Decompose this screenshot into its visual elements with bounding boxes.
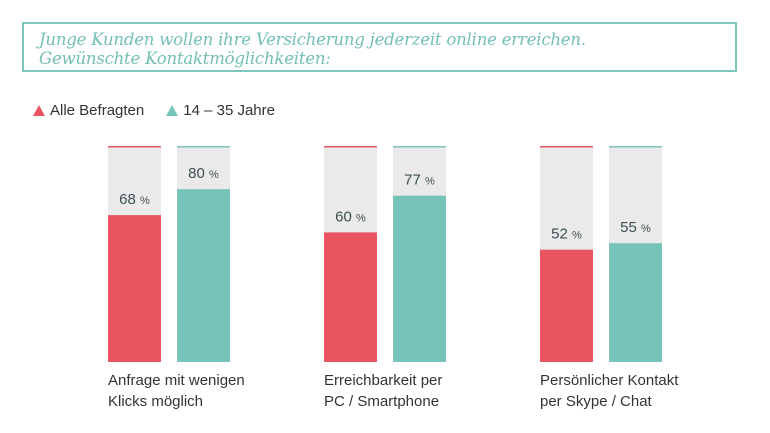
category-label-line: per Skype / Chat xyxy=(540,393,652,410)
bar-top-line xyxy=(324,146,377,148)
category-label-line: Anfrage mit wenigen xyxy=(108,372,245,389)
legend: Alle Befragten 14 – 35 Jahre xyxy=(33,102,297,119)
chart-title-line-1: Junge Kunden wollen ihre Versicherung je… xyxy=(39,30,586,49)
legend-item-young: 14 – 35 Jahre xyxy=(166,102,275,119)
bar-all xyxy=(540,249,593,362)
data-label: 55 % xyxy=(620,219,651,236)
triangle-icon xyxy=(166,105,179,116)
bar-young xyxy=(609,243,662,362)
category-label-line: Persönlicher Kontakt xyxy=(540,372,679,389)
bar-all xyxy=(324,232,377,362)
bar-top-line xyxy=(540,146,593,148)
bar-young xyxy=(177,189,230,362)
legend-label: Alle Befragten xyxy=(50,102,145,119)
category-label-line: Klicks möglich xyxy=(108,393,204,410)
data-label: 52 % xyxy=(551,226,582,243)
bar-all xyxy=(108,215,161,362)
category-label-line: PC / Smartphone xyxy=(324,393,440,410)
data-label: 77 % xyxy=(404,172,435,189)
bar-top-line xyxy=(177,146,230,148)
bar-top-line xyxy=(108,146,161,148)
bar-top-line xyxy=(609,146,662,148)
legend-item-all: Alle Befragten xyxy=(33,102,144,119)
bar-young xyxy=(393,195,446,362)
data-label: 80 % xyxy=(188,165,219,182)
data-label: 68 % xyxy=(119,191,150,208)
category-label: Erreichbarkeit per PC / Smartphone xyxy=(324,370,442,412)
triangle-icon xyxy=(33,105,45,116)
chart-title-line-2: Gewünschte Kontaktmöglichkeiten: xyxy=(39,49,331,68)
legend-label: 14 – 35 Jahre xyxy=(183,102,275,119)
category-label-line: Erreichbarkeit per xyxy=(324,372,443,389)
category-label: Persönlicher Kontakt per Skype / Chat xyxy=(540,370,678,412)
bar-top-line xyxy=(393,146,446,148)
category-label: Anfrage mit wenigen Klicks möglich xyxy=(108,370,245,412)
data-label: 60 % xyxy=(335,208,366,225)
title-box: Junge Kunden wollen ihre Versicherung je… xyxy=(22,22,737,72)
